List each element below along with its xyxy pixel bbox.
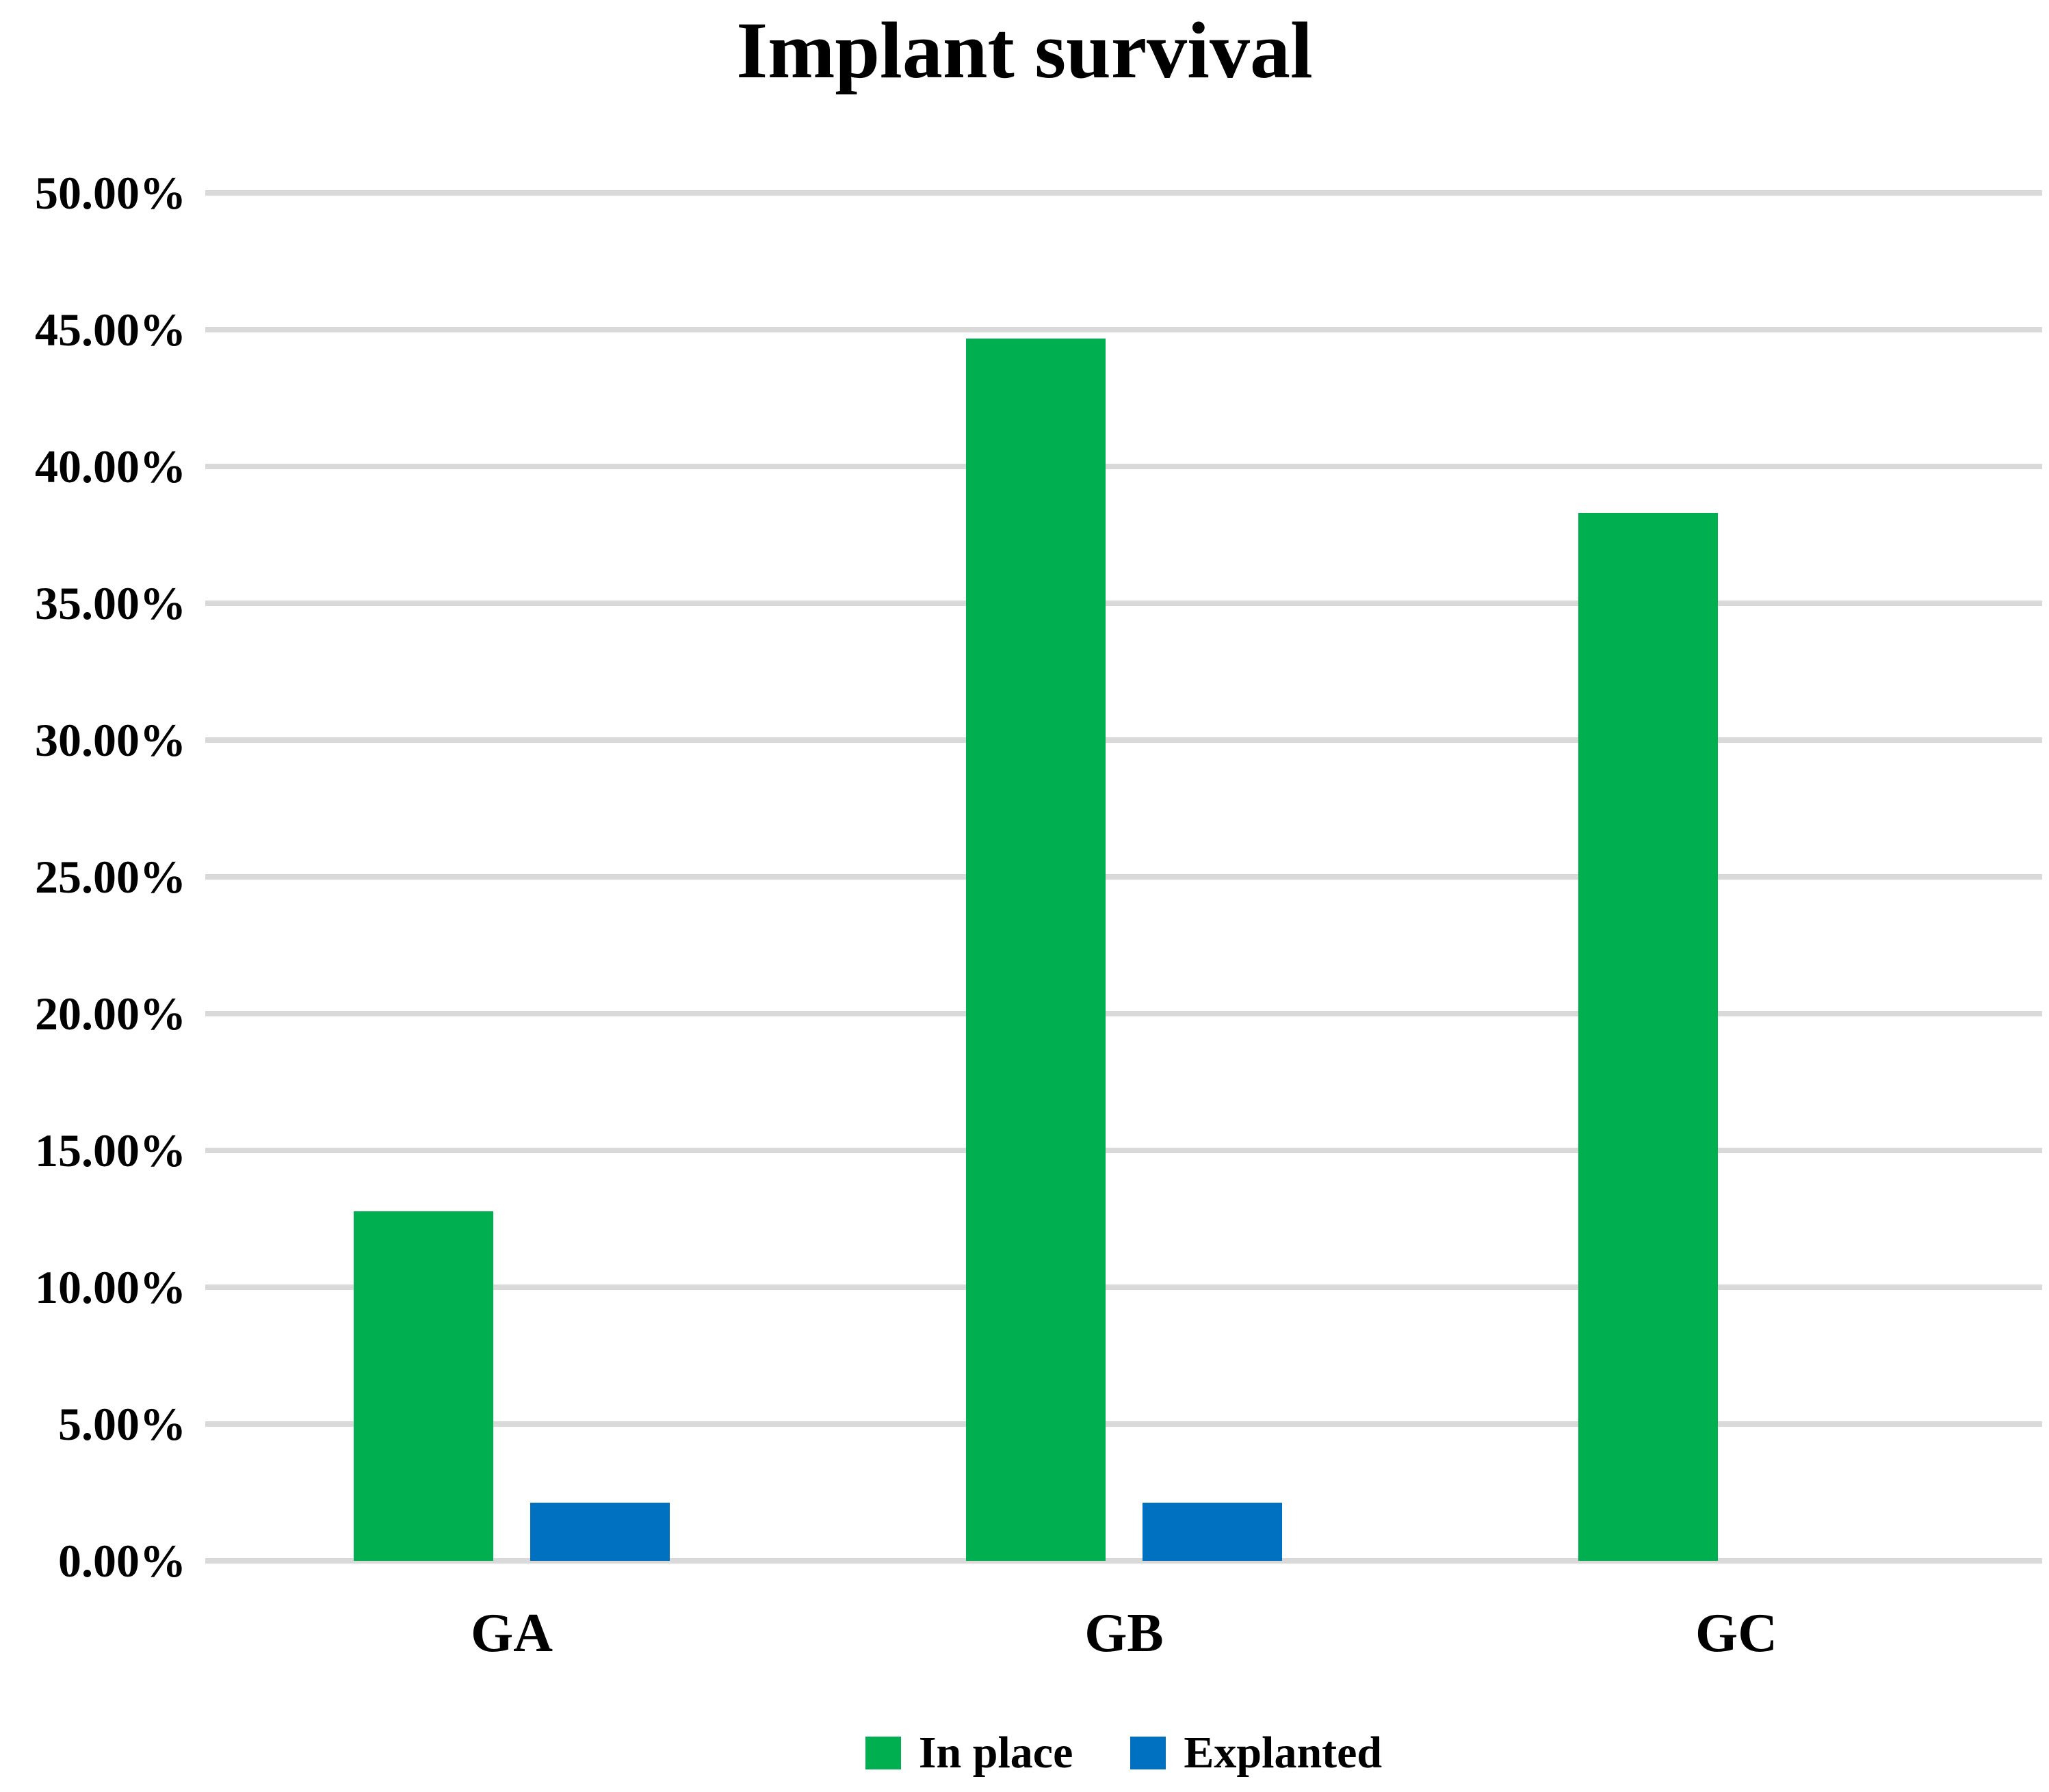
y-tick-label-30: 30.00% [35,714,186,766]
legend-swatch-icon-in-place [865,1737,901,1769]
y-tick-label-45: 45.00% [35,304,186,356]
x-tick-label-gc: GC [1695,1603,1777,1663]
x-axis: GA GB GC [205,1600,2042,1676]
gridline-35 [205,601,2042,606]
plot-area [205,190,2042,1564]
y-tick-label-50: 50.00% [35,167,186,219]
y-tick-label-5: 5.00% [58,1398,186,1450]
legend-item-in-place: In place [865,1729,1073,1777]
y-tick-label-40: 40.00% [35,440,186,492]
y-axis: 0.00% 5.00% 10.00% 15.00% 20.00% 25.00% 30.00%… [0,167,186,1587]
gridline-30 [205,737,2042,743]
y-tick-label-0: 0.00% [58,1535,186,1587]
gridline-45 [205,327,2042,332]
gridline-10 [205,1284,2042,1290]
y-tick-label-10: 10.00% [35,1261,186,1313]
chart-title: Implant survival [736,5,1313,95]
gridline-50 [205,190,2042,196]
y-tick-label-35: 35.00% [35,577,186,629]
legend-label-in-place: In place [918,1728,1073,1778]
gridline-0 [205,1558,2042,1564]
bar-in-place-ga [354,1211,493,1561]
gridline-5 [205,1421,2042,1427]
bar-explanted-gb [1143,1503,1282,1561]
y-tick-label-25: 25.00% [35,851,186,903]
gridline-25 [205,874,2042,880]
gridline-20 [205,1011,2042,1016]
bar-in-place-gc [1578,513,1718,1561]
x-tick-label-ga: GA [471,1603,553,1663]
y-tick-label-20: 20.00% [35,988,186,1040]
legend-item-explanted: Explanted [1130,1729,1382,1777]
bar-in-place-gb [966,339,1106,1561]
gridline-15 [205,1148,2042,1153]
legend-swatch-icon-explanted [1130,1737,1166,1769]
legend-label-explanted: Explanted [1184,1728,1383,1778]
x-tick-label-gb: GB [1084,1603,1164,1663]
legend: In place Explanted [205,1722,2042,1784]
y-tick-label-15: 15.00% [35,1124,186,1176]
bar-explanted-ga [530,1503,670,1561]
gridline-40 [205,464,2042,469]
